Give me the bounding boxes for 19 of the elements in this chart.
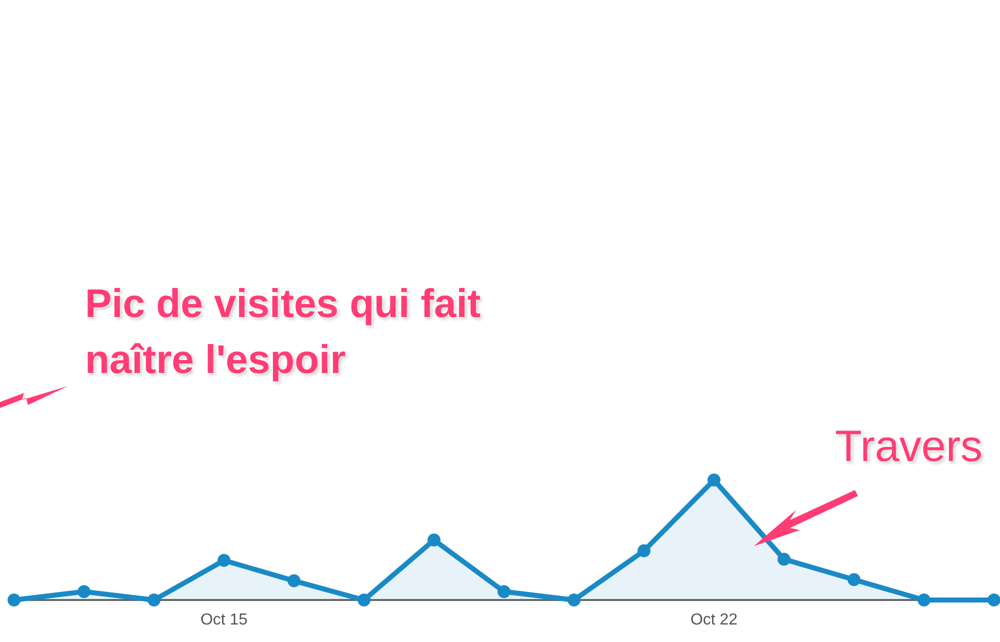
point (848, 573, 860, 586)
x-tick-label: Oct 22 (690, 612, 738, 628)
point (708, 474, 720, 486)
point (358, 594, 370, 606)
point (498, 585, 510, 598)
text: Travers (835, 422, 982, 472)
point (78, 585, 90, 598)
point (148, 594, 160, 606)
point (218, 554, 230, 567)
point (8, 594, 20, 606)
point (288, 574, 300, 588)
point (988, 594, 1000, 606)
point (638, 544, 650, 558)
point (778, 552, 790, 566)
point (428, 534, 440, 546)
point (568, 594, 580, 606)
x-tick-label: Oct 15 (200, 612, 248, 628)
text: Pic de visites qui fait naître l'espoir (85, 281, 481, 384)
point (918, 594, 930, 606)
